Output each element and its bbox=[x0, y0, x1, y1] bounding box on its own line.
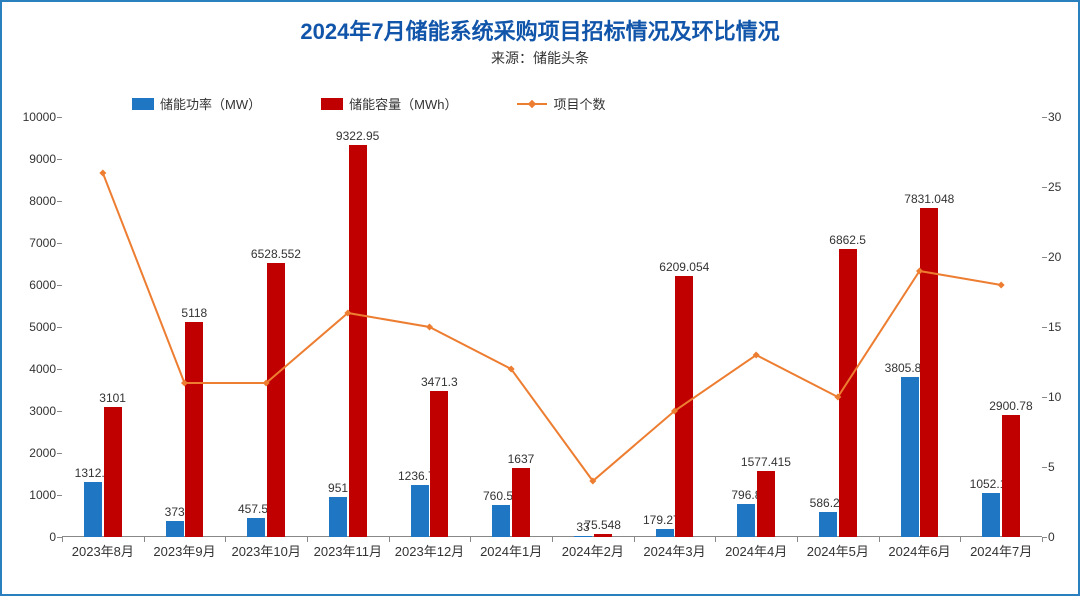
line-marker bbox=[426, 324, 433, 331]
legend-item: 储能容量（MWh） bbox=[321, 94, 457, 113]
legend-swatch-bar bbox=[132, 98, 154, 110]
x-tick-mark bbox=[389, 537, 390, 542]
x-tick-label: 2024年7月 bbox=[970, 537, 1032, 560]
x-tick-mark bbox=[470, 537, 471, 542]
x-tick-mark bbox=[797, 537, 798, 542]
line-layer bbox=[62, 117, 1042, 537]
y-right-tick-mark bbox=[1042, 327, 1047, 328]
chart-subtitle: 来源：储能头条 bbox=[2, 48, 1078, 68]
x-tick-mark bbox=[144, 537, 145, 542]
y-right-tick-mark bbox=[1042, 187, 1047, 188]
x-tick-label: 2024年4月 bbox=[725, 537, 787, 560]
x-tick-label: 2023年8月 bbox=[72, 537, 134, 560]
x-tick-label: 2024年2月 bbox=[562, 537, 624, 560]
line-marker bbox=[99, 170, 106, 177]
legend-label: 储能功率（MW） bbox=[160, 94, 261, 113]
x-tick-mark bbox=[225, 537, 226, 542]
line-series bbox=[103, 173, 1001, 481]
line-marker bbox=[181, 380, 188, 387]
x-tick-mark bbox=[715, 537, 716, 542]
x-tick-label: 2023年11月 bbox=[314, 537, 382, 560]
x-tick-label: 2024年1月 bbox=[480, 537, 542, 560]
legend-label: 项目个数 bbox=[553, 94, 605, 113]
y-right-tick-mark bbox=[1042, 257, 1047, 258]
x-tick-mark bbox=[634, 537, 635, 542]
y-right-tick-mark bbox=[1042, 397, 1047, 398]
x-tick-mark bbox=[62, 537, 63, 542]
chart-frame: 2024年7月储能系统采购项目招标情况及环比情况 来源：储能头条 储能功率（MW… bbox=[0, 0, 1080, 596]
x-tick-label: 2024年5月 bbox=[807, 537, 869, 560]
x-tick-mark bbox=[879, 537, 880, 542]
x-tick-label: 2024年3月 bbox=[643, 537, 705, 560]
plot-area: 0100020003000400050006000700080009000100… bbox=[62, 117, 1042, 537]
legend-item: 项目个数 bbox=[517, 94, 605, 113]
x-tick-label: 2024年6月 bbox=[888, 537, 950, 560]
x-tick-mark bbox=[552, 537, 553, 542]
y-right-tick-mark bbox=[1042, 467, 1047, 468]
legend-swatch-bar bbox=[321, 98, 343, 110]
x-tick-mark bbox=[960, 537, 961, 542]
legend-item: 储能功率（MW） bbox=[132, 94, 261, 113]
x-tick-label: 2023年12月 bbox=[395, 537, 464, 560]
x-tick-label: 2023年9月 bbox=[153, 537, 215, 560]
legend-swatch-line bbox=[517, 103, 547, 105]
x-tick-mark bbox=[307, 537, 308, 542]
chart-title: 2024年7月储能系统采购项目招标情况及环比情况 bbox=[2, 14, 1078, 46]
x-tick-label: 2023年10月 bbox=[231, 537, 300, 560]
legend-label: 储能容量（MWh） bbox=[349, 94, 457, 113]
line-marker bbox=[998, 282, 1005, 289]
x-tick-mark bbox=[1042, 537, 1043, 542]
y-right-tick-mark bbox=[1042, 117, 1047, 118]
legend: 储能功率（MW） 储能容量（MWh） 项目个数 bbox=[132, 94, 605, 113]
